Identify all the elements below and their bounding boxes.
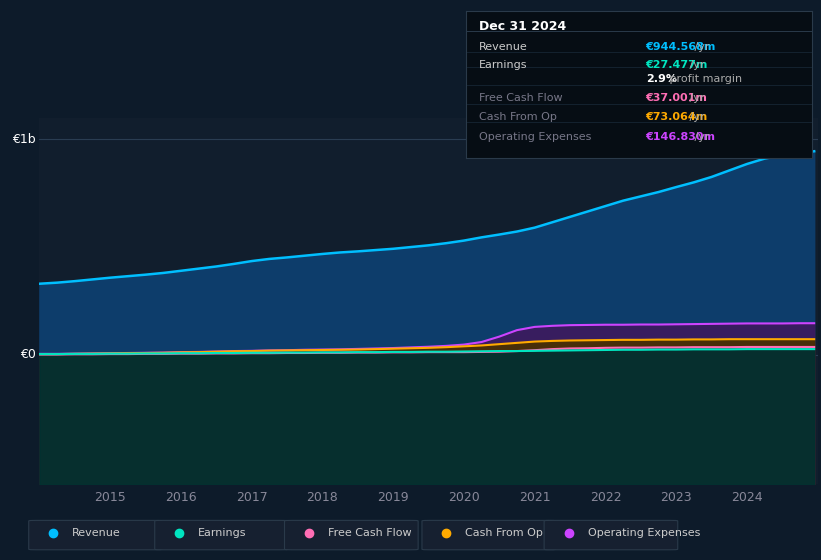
Text: profit margin: profit margin: [666, 74, 742, 85]
FancyBboxPatch shape: [422, 520, 556, 550]
Text: €1b: €1b: [11, 133, 35, 146]
Text: Revenue: Revenue: [72, 529, 121, 538]
Text: /yr: /yr: [691, 132, 709, 142]
FancyBboxPatch shape: [544, 520, 678, 550]
Text: €37.001m: €37.001m: [645, 94, 708, 104]
Text: /yr: /yr: [686, 113, 704, 123]
FancyBboxPatch shape: [29, 520, 163, 550]
Text: /yr: /yr: [686, 59, 704, 69]
Text: Earnings: Earnings: [479, 59, 528, 69]
Text: Cash From Op: Cash From Op: [466, 529, 544, 538]
Text: Operating Expenses: Operating Expenses: [588, 529, 700, 538]
Text: /yr: /yr: [691, 42, 709, 52]
Text: Cash From Op: Cash From Op: [479, 113, 557, 123]
Text: Dec 31 2024: Dec 31 2024: [479, 20, 566, 33]
Text: 2.9%: 2.9%: [645, 74, 677, 85]
FancyBboxPatch shape: [285, 520, 418, 550]
Text: €146.830m: €146.830m: [645, 132, 716, 142]
Text: Free Cash Flow: Free Cash Flow: [328, 529, 411, 538]
Text: /yr: /yr: [686, 94, 704, 104]
Text: Free Cash Flow: Free Cash Flow: [479, 94, 563, 104]
Text: Earnings: Earnings: [198, 529, 247, 538]
Text: €944.568m: €944.568m: [645, 42, 716, 52]
Text: €73.064m: €73.064m: [645, 113, 708, 123]
Text: €0: €0: [20, 348, 35, 361]
Text: Operating Expenses: Operating Expenses: [479, 132, 592, 142]
Text: Revenue: Revenue: [479, 42, 528, 52]
Text: €27.477m: €27.477m: [645, 59, 708, 69]
FancyBboxPatch shape: [154, 520, 288, 550]
